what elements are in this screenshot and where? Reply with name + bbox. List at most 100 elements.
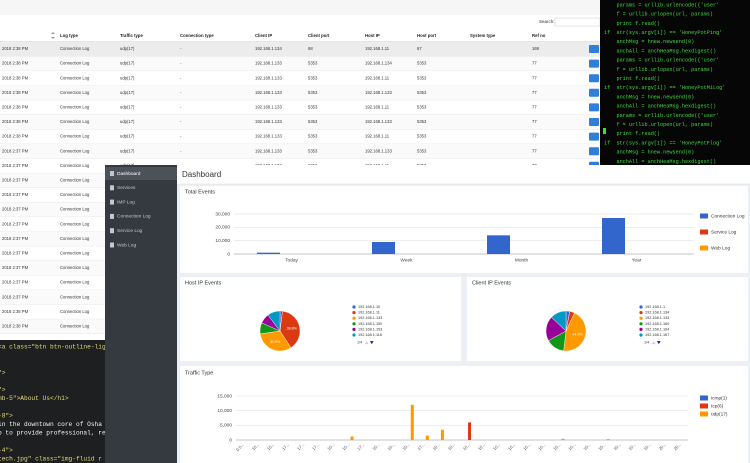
x-tick-label: Year: [632, 257, 642, 263]
x-tick-label: 10...: [612, 442, 621, 451]
nav-item[interactable]: Services: [117, 185, 136, 191]
pager-up: [652, 341, 656, 345]
pager-down[interactable]: [370, 341, 374, 345]
pager-down[interactable]: [657, 341, 661, 345]
table-cell: 2018 2:37 PM: [2, 163, 29, 168]
nav-item[interactable]: Connection Log: [117, 214, 151, 220]
table-cell: 5353: [308, 119, 318, 124]
legend-label: 192.168.1.1: [645, 305, 665, 309]
legend-dot: [639, 305, 643, 309]
table-cell: 68: [308, 46, 313, 51]
x-tick-label: Week: [400, 257, 413, 263]
column-header: Connection type: [180, 33, 214, 38]
legend-label: Web Log: [711, 245, 730, 251]
editor-text: <a class="btn btn-outline-light">">mb-5"…: [0, 344, 113, 463]
nav-active: [105, 167, 177, 180]
x-tick-label: 10...: [522, 442, 531, 451]
legend-dot: [639, 311, 643, 315]
code-line: params = urllib.urlencode({'user': [604, 2, 719, 8]
legend-label: 192.168.1.116: [358, 333, 382, 337]
table-cell: 2018 2:38 PM: [2, 134, 29, 139]
code-line: p to provide professional, re: [0, 430, 106, 437]
table-cell: 192.168.1.11: [365, 134, 390, 139]
nav-icon: [110, 228, 114, 234]
x-tick-label: 10...: [371, 442, 380, 451]
legend-swatch: [700, 245, 708, 251]
card: [180, 186, 748, 273]
legend-dot: [639, 316, 643, 320]
action-button[interactable]: [589, 88, 599, 97]
code-line: if str(sys.argv[1]) == 'HoneyPotPing': [604, 30, 722, 36]
table-cell: Connection Log: [60, 221, 90, 226]
x-tick-label: 10...: [341, 442, 350, 451]
pie-slice: [563, 312, 587, 352]
x-tick-label: 10...: [462, 442, 471, 451]
bar: [606, 439, 610, 440]
action-button[interactable]: [589, 118, 599, 126]
code-line: ">: [0, 387, 6, 394]
table-cell: udp(17): [120, 46, 135, 51]
code-line: <a class="btn btn-outline-light: [0, 344, 113, 351]
legend-label: tcp(6): [711, 403, 724, 409]
table-cell: 77: [532, 119, 537, 124]
table-cell: -: [180, 46, 182, 51]
table-cell: udp(17): [120, 75, 135, 80]
legend-label: Service Log: [711, 229, 737, 235]
chart-title: Client IP Events: [472, 280, 511, 286]
code-line: print f.read(): [604, 131, 660, 137]
nav-item[interactable]: Service Log: [117, 228, 143, 234]
legend-label: icmp(1): [711, 395, 727, 401]
table-row: [0, 56, 600, 72]
action-button[interactable]: [589, 132, 599, 141]
column-header: Log type: [60, 33, 79, 38]
legend-label: Connection Log: [711, 213, 745, 219]
x-tick-label: 10...: [537, 442, 546, 451]
code-line: anchMsg = hnew.newsend(0): [604, 94, 694, 100]
nav-item[interactable]: Dashboard: [117, 171, 141, 177]
action-button[interactable]: [589, 103, 599, 112]
chart-title: Host IP Events: [185, 280, 222, 286]
nav-item[interactable]: IMP Log: [117, 199, 135, 205]
table-cell: 67: [417, 46, 422, 51]
table-cell: 192.168.1.133: [255, 134, 282, 139]
table-cell: udp(17): [120, 61, 135, 66]
table-cell: 192.168.1.11: [365, 75, 390, 80]
search-input[interactable]: [554, 17, 601, 27]
column-header: System type: [470, 33, 496, 38]
legend-pager: 1/4: [357, 341, 362, 345]
table-cell: 5353: [308, 148, 318, 153]
table-row: [0, 85, 600, 101]
action-button[interactable]: [589, 45, 599, 53]
bar: [561, 438, 565, 440]
x-tick-label: 17...: [417, 442, 426, 451]
table-cell: Connection Log: [60, 294, 90, 299]
action-button[interactable]: [589, 59, 599, 68]
x-tick-label: 10...: [477, 442, 486, 451]
x-tick-label: 17...: [356, 442, 365, 451]
sidebar: [105, 165, 177, 463]
x-tick-label: 10...: [432, 442, 441, 451]
table-cell: 192.168.1.134: [365, 61, 392, 66]
x-tick-label: 10...: [627, 442, 636, 451]
table-cell: 192.168.1.133: [365, 148, 392, 153]
legend-pager: 1/4: [644, 341, 649, 345]
action-button[interactable]: [589, 147, 599, 156]
legend-dot: [352, 327, 356, 331]
table-cell: -: [180, 148, 182, 153]
table-cell: udp(17): [120, 148, 135, 153]
table-cell: Connection Log: [60, 280, 90, 285]
table-cell: 77: [532, 75, 537, 80]
table-cell: -: [180, 90, 182, 95]
table-cell: 77: [532, 148, 537, 153]
code-line: anchAll = anchHeaMsg.hexdigest(): [604, 104, 716, 110]
bar: [372, 242, 395, 254]
legend-label: 192.168.1.153: [358, 327, 382, 331]
table-cell: 2018 2:37 PM: [2, 294, 29, 299]
action-button[interactable]: [589, 74, 599, 83]
nav-item[interactable]: Web Log: [117, 242, 136, 248]
code-line: print f.read(): [604, 76, 660, 82]
table-cell: 192.168.1.133: [365, 90, 392, 95]
legend-label: 192.168.1.134: [645, 311, 669, 315]
table-cell: Connection Log: [60, 134, 90, 139]
sort-icon[interactable]: [51, 32, 55, 39]
